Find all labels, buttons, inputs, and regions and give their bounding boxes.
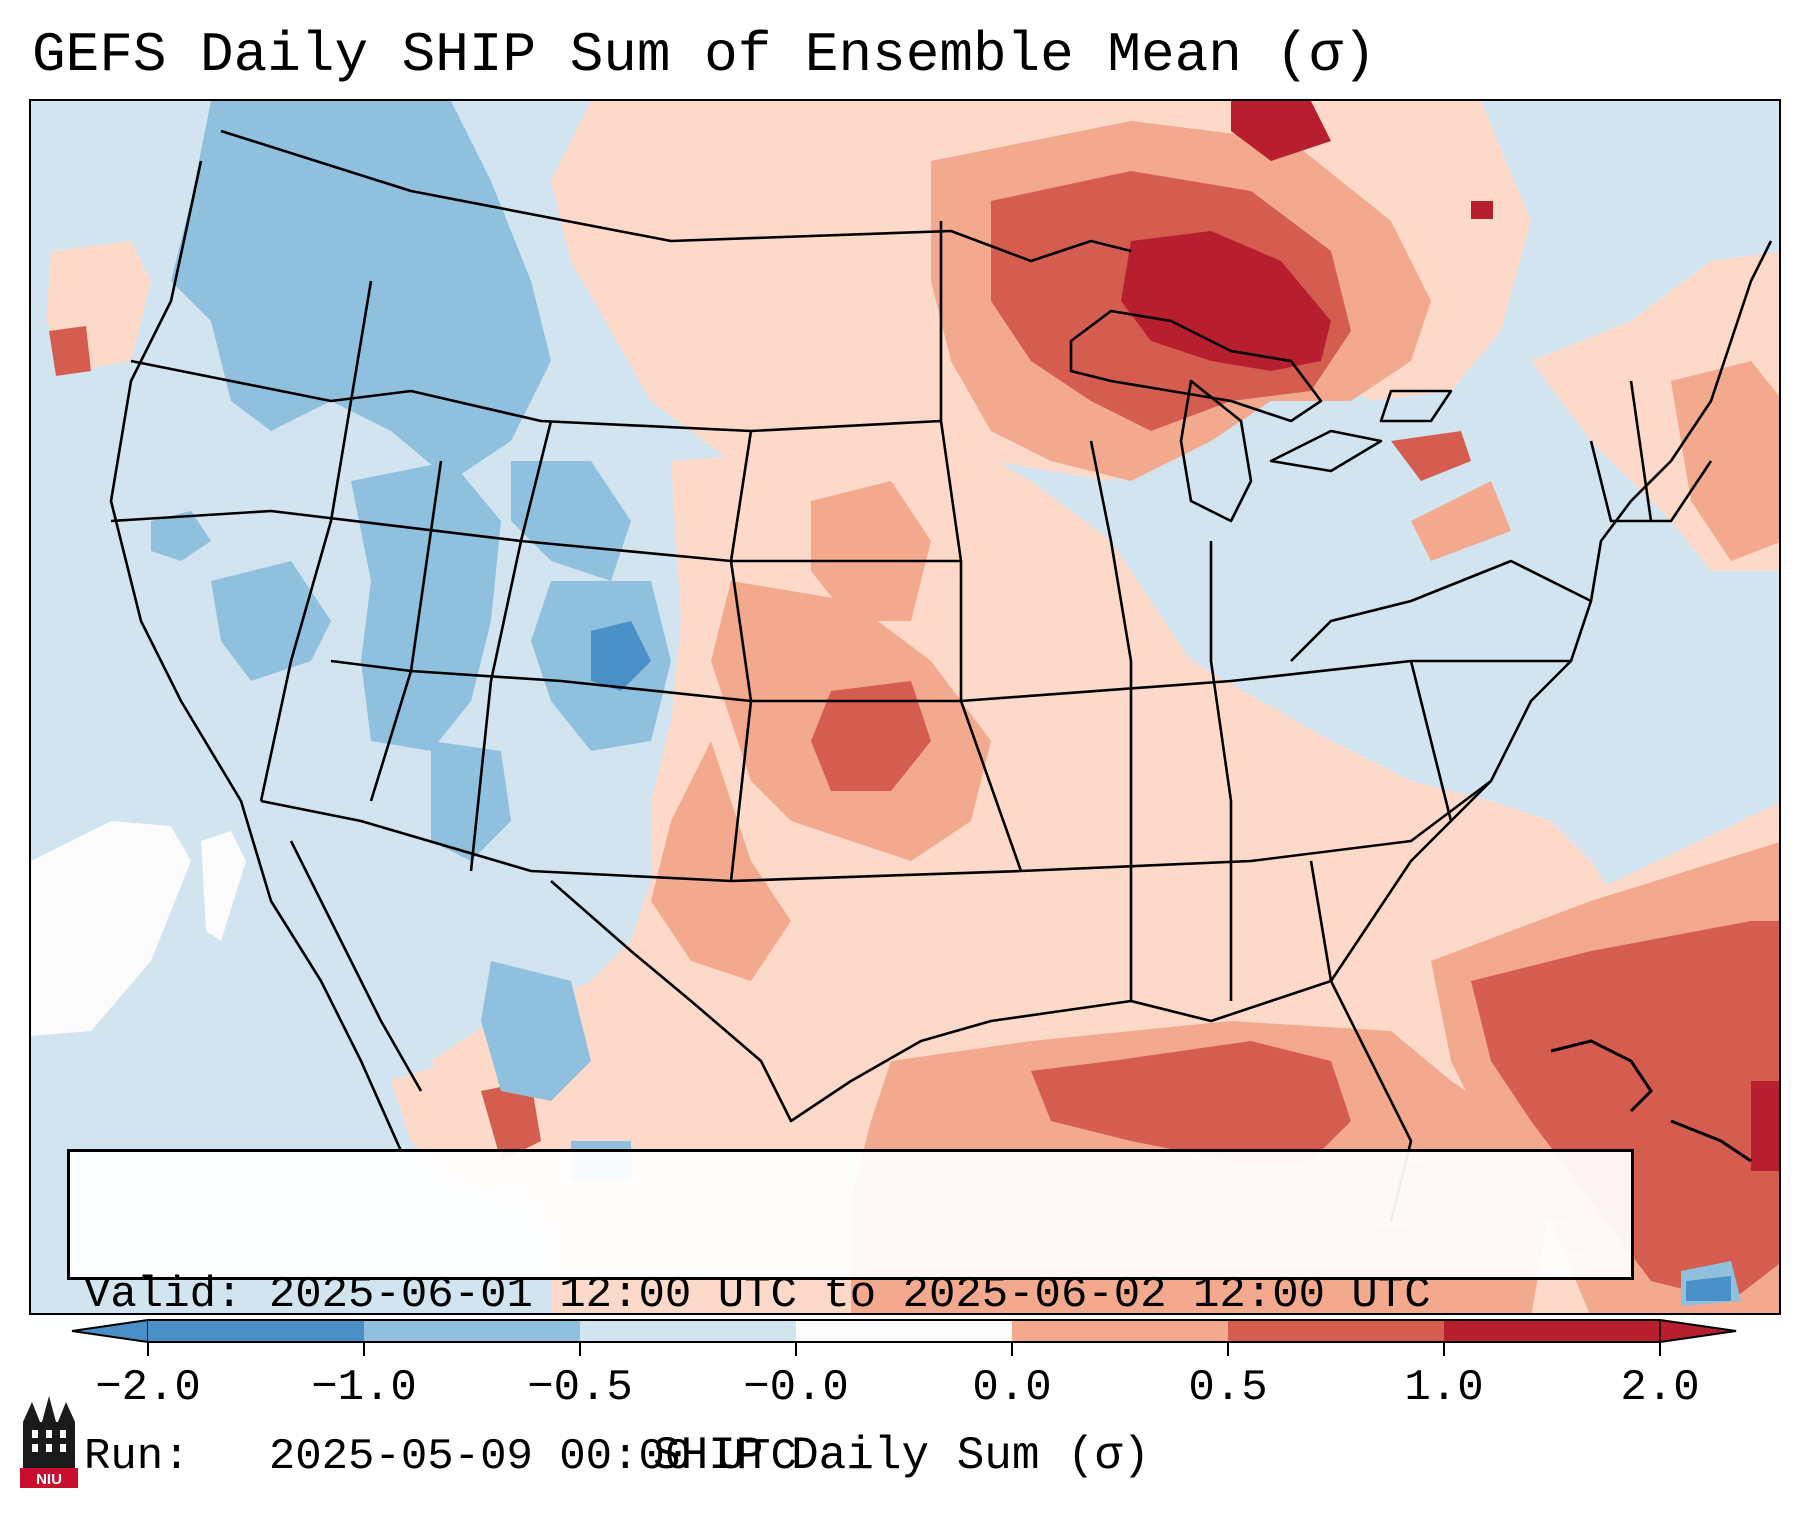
colorbar <box>71 1319 1737 1356</box>
page-title: GEFS Daily SHIP Sum of Ensemble Mean (σ) <box>32 23 1377 87</box>
colorbar-tick-label: −0.5 <box>527 1363 633 1413</box>
colorbar-extend-high <box>1659 1319 1737 1343</box>
colorbar-tick-label: −0.0 <box>743 1363 849 1413</box>
colorbar-segment <box>148 1320 365 1342</box>
colorbar-segment <box>580 1320 797 1342</box>
strong-negative-field <box>591 621 1731 1301</box>
colorbar-segment <box>1228 1320 1445 1342</box>
colorbar-segment <box>796 1320 1013 1342</box>
colorbar-segment <box>364 1320 581 1342</box>
map-panel[interactable] <box>29 99 1781 1315</box>
colorbar-extend-low <box>71 1319 149 1343</box>
niu-castle-logo-icon: NIU <box>20 1396 78 1488</box>
colorbar-tick-label: −2.0 <box>95 1363 201 1413</box>
neutral-field <box>31 821 246 1036</box>
very-strong-positive-field <box>451 101 1779 1171</box>
colorbar-tick-label: −1.0 <box>311 1363 417 1413</box>
anomaly-map <box>31 101 1779 1313</box>
logo-text: NIU <box>36 1471 62 1488</box>
colorbar-segments <box>71 1319 1737 1343</box>
run-time-text: Run: 2025-05-09 00:00 UTC <box>84 1432 797 1482</box>
colorbar-tick-label: 2.0 <box>1620 1363 1700 1413</box>
colorbar-tick-label: 0.0 <box>972 1363 1052 1413</box>
colorbar-ticks <box>147 1342 1661 1356</box>
colorbar-segment <box>1012 1320 1229 1342</box>
colorbar-tick-label: 1.0 <box>1404 1363 1484 1413</box>
caribbean-islands <box>1550 1039 1752 1163</box>
boundary-lines <box>109 129 1773 1222</box>
colorbar-segment <box>1444 1320 1661 1342</box>
moderate-negative-field <box>151 101 1741 1306</box>
valid-time-text: Valid: 2025-06-01 12:00 UTC to 2025-06-0… <box>84 1270 1431 1320</box>
colorbar-label: SHIP Daily Sum (σ) <box>653 1430 1150 1482</box>
colorbar-tick-label: 0.5 <box>1188 1363 1268 1413</box>
validity-info-box: Valid: 2025-06-01 12:00 UTC to 2025-06-0… <box>67 1149 1634 1482</box>
